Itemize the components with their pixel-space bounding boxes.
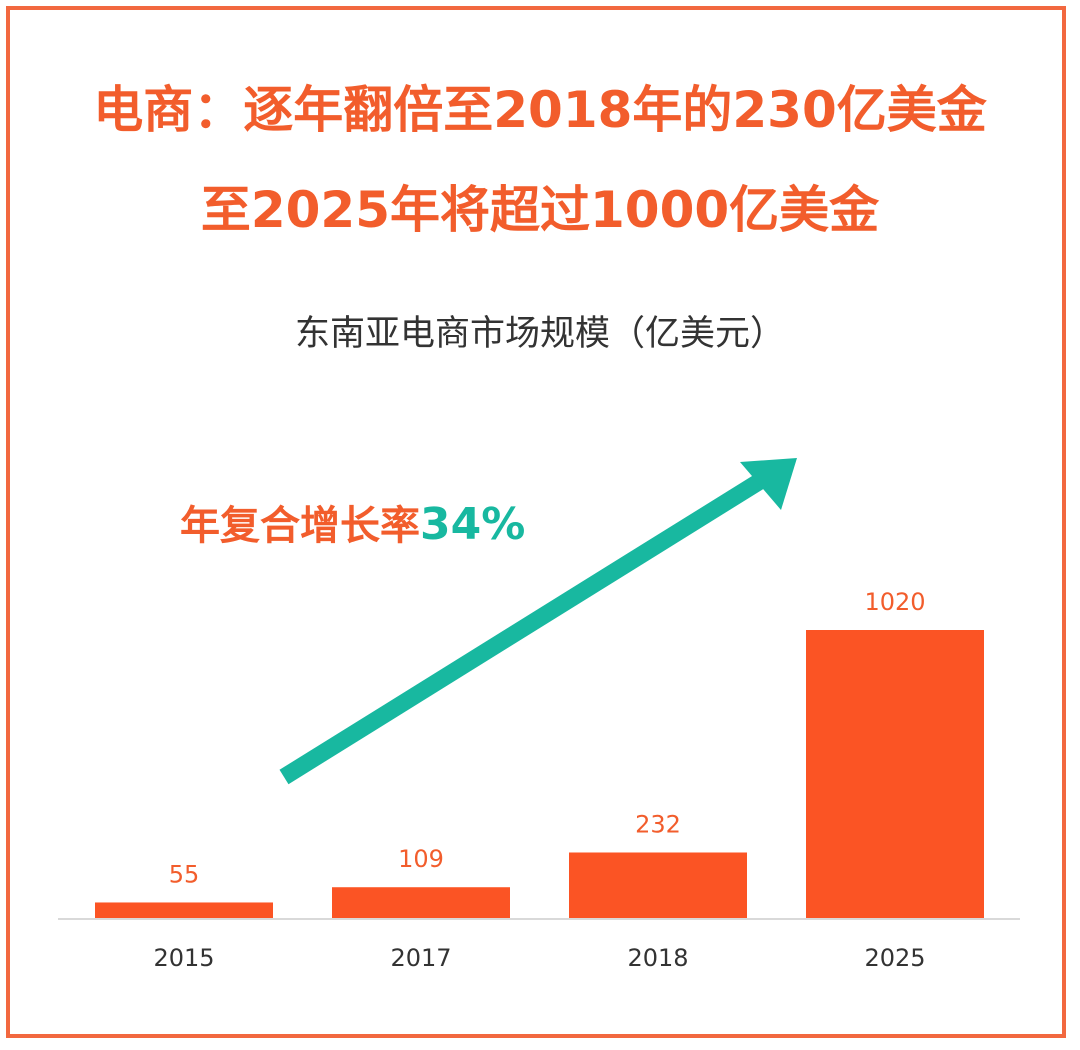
headline-line-1: 电商：逐年翻倍至2018年的230亿美金 (93, 81, 987, 139)
headline-line-2: 至2025年将超过1000亿美金 (200, 181, 880, 239)
data-label-2015: 55 (169, 860, 200, 888)
bar-2018 (569, 852, 747, 918)
chart-title: 东南亚电商市场规模（亿美元） (294, 314, 785, 354)
x-tick-2018: 2018 (627, 944, 688, 972)
data-label-2018: 232 (635, 810, 681, 838)
data-label-2025: 1020 (864, 588, 925, 616)
x-tick-2015: 2015 (153, 944, 214, 972)
cagr-value: 34% (420, 499, 526, 550)
card-frame (6, 6, 1066, 1038)
growth-arrow-shaft (279, 470, 770, 785)
bar-2025 (806, 630, 984, 918)
growth-arrow-head (740, 458, 797, 510)
growth-arrow (279, 458, 797, 785)
data-label-2017: 109 (398, 845, 444, 873)
x-tick-2025: 2025 (864, 944, 925, 972)
bar-2017 (332, 887, 510, 918)
cagr-annotation: 年复合增长率34% (180, 500, 525, 551)
bar-2015 (95, 902, 273, 918)
x-tick-2017: 2017 (390, 944, 451, 972)
cagr-label: 年复合增长率 (180, 503, 420, 549)
